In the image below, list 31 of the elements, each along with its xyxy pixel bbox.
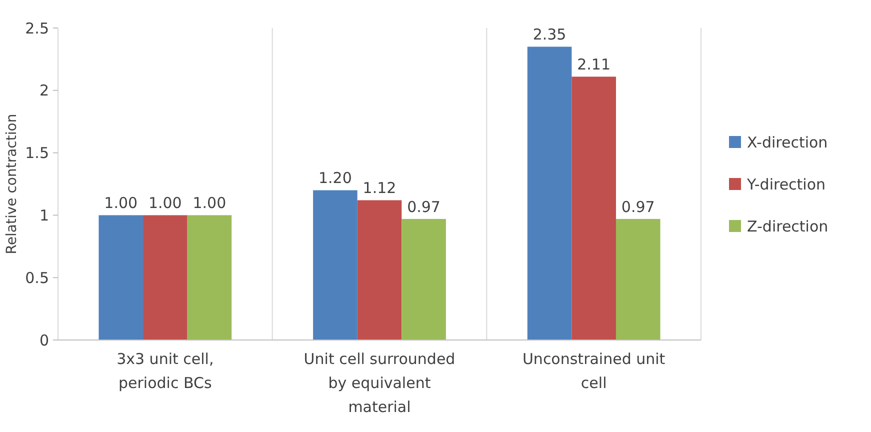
bar (313, 190, 358, 340)
y-tick-label: 1.5 (25, 144, 49, 162)
bar (187, 215, 232, 340)
data-label: 1.00 (148, 194, 182, 212)
y-tick-label: 0 (39, 331, 49, 350)
legend-label: Y-direction (746, 175, 826, 194)
bar (98, 215, 144, 340)
data-label: 1.00 (192, 194, 226, 212)
x-tick-label: Unit cell surrounded by equivalent material (304, 350, 456, 416)
x-tick-label: 3x3 unit cell, periodic BCs (116, 350, 214, 392)
data-label: 0.97 (407, 198, 440, 216)
data-label: 0.97 (621, 198, 655, 216)
y-tick-label: 2 (39, 82, 49, 100)
bar (572, 76, 616, 340)
legend-label: X-direction (747, 133, 828, 152)
data-label: 1.00 (104, 194, 138, 212)
y-tick-label: 0.5 (25, 268, 49, 287)
x-tick-label: Unconstrained unit cell (522, 350, 666, 392)
bar (357, 200, 402, 340)
y-axis-title: Relative contraction (4, 114, 20, 254)
legend-label: Z-direction (747, 217, 828, 236)
bar (402, 218, 446, 340)
data-label: 1.12 (362, 179, 396, 198)
data-label: 2.35 (532, 26, 566, 44)
y-tick-label: 2.5 (25, 19, 49, 38)
data-label: 2.11 (577, 56, 611, 74)
y-tick-label: 1 (39, 206, 49, 224)
bar (143, 215, 188, 340)
bar (527, 46, 572, 340)
bar (616, 218, 660, 340)
data-label: 1.20 (318, 169, 352, 188)
